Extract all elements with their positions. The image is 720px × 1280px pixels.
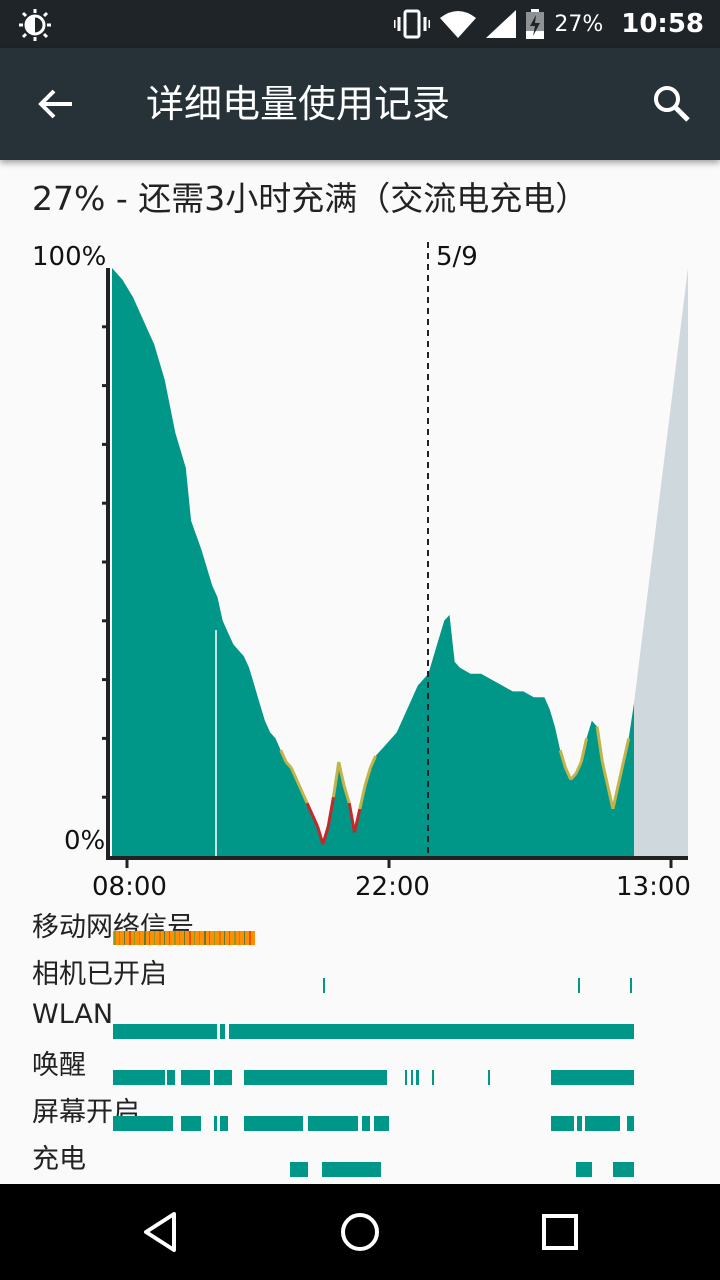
low-battery-segment (305, 802, 314, 816)
low-battery-segment (289, 767, 298, 781)
signal-stripe (249, 931, 251, 945)
low-battery-segment (574, 761, 583, 775)
signal-stripe (169, 931, 170, 945)
signal-stripe (239, 931, 240, 945)
low-battery-segment (558, 749, 567, 769)
search-icon[interactable] (650, 82, 694, 126)
cell-signal-icon (486, 10, 517, 38)
track-label-camera: 相机已开启 (32, 959, 167, 990)
low-battery-segment (363, 767, 372, 786)
recents-nav-icon[interactable] (536, 1208, 584, 1256)
low-battery-segment (621, 738, 631, 763)
signal-stripe (134, 931, 135, 945)
battery-chart: 100% 0% 5/9 08:00 22:00 13:00 (0, 232, 720, 912)
y-min-label: 0% (64, 826, 106, 856)
low-battery-segment (353, 808, 362, 833)
back-arrow-icon[interactable] (34, 82, 78, 126)
signal-stripe (204, 931, 206, 945)
date-marker-label: 5/9 (436, 242, 478, 272)
battery-charging-icon (526, 9, 545, 39)
battery-level-graph (102, 242, 688, 868)
signal-stripe (149, 931, 150, 945)
x-tick-label: 08:00 (92, 872, 167, 902)
signal-stripe (244, 931, 245, 945)
signal-stripe (199, 931, 200, 945)
low-battery-segment (331, 761, 341, 798)
low-battery-segment (611, 785, 620, 810)
battery-percent: 27% (554, 11, 604, 37)
wifi-icon (440, 11, 477, 38)
low-battery-segment (295, 778, 304, 792)
vibrate-icon (394, 9, 431, 39)
status-clock: 10:58 (621, 9, 704, 39)
low-battery-segment (564, 767, 573, 781)
signal-stripe (229, 931, 230, 945)
battery-level-area (112, 268, 634, 856)
home-nav-icon[interactable] (336, 1208, 384, 1256)
signal-stripe (144, 931, 146, 945)
signal-stripe (194, 931, 195, 945)
signal-stripe (164, 931, 165, 945)
signal-stripe (154, 931, 155, 945)
signal-stripe (139, 931, 140, 945)
track-label-awake: 唤醒 (32, 1050, 86, 1081)
awake-track (113, 1070, 634, 1085)
low-battery-segment (300, 790, 309, 804)
low-battery-segment (310, 814, 320, 828)
x-tick-label: 22:00 (355, 872, 430, 902)
screen-on-track (113, 1116, 634, 1131)
low-battery-segment (279, 749, 288, 763)
low-battery-segment (595, 726, 604, 763)
signal-stripe (159, 931, 161, 945)
low-battery-segment (606, 785, 615, 810)
low-battery-segment (347, 802, 357, 833)
signal-stripe (129, 931, 131, 945)
track-label-wlan: WLAN (32, 999, 114, 1030)
back-nav-icon[interactable] (136, 1208, 184, 1256)
low-battery-segment (316, 826, 325, 845)
low-battery-segment (600, 761, 610, 786)
status-bar: 27% 10:58 (0, 0, 720, 48)
signal-stripe (189, 931, 191, 945)
signal-stripe (184, 931, 185, 945)
signal-stripe (234, 931, 236, 945)
navigation-bar (0, 1184, 720, 1280)
signal-stripe (114, 931, 116, 945)
toolbar: 详细电量使用记录 (0, 48, 720, 160)
brightness-icon (19, 9, 51, 41)
low-battery-segment (579, 738, 589, 763)
x-tick-label: 13:00 (616, 872, 691, 902)
signal-stripe (124, 931, 125, 945)
signal-stripe (174, 931, 176, 945)
wlan-track (113, 1024, 634, 1039)
low-battery-segments (279, 726, 631, 845)
signal-stripe (214, 931, 215, 945)
low-battery-segment (284, 760, 293, 769)
y-axis-ticks (102, 325, 108, 799)
y-max-label: 100% (32, 242, 107, 272)
charge-projection-area (634, 268, 688, 856)
track-label-charging: 充电 (32, 1144, 86, 1175)
signal-stripe (219, 931, 221, 945)
cell-signal-track (113, 931, 255, 945)
signal-stripe (119, 931, 120, 945)
signal-stripe (224, 931, 225, 945)
signal-stripe (209, 931, 210, 945)
low-battery-segment (326, 796, 335, 827)
low-battery-segment (569, 772, 578, 781)
charging-track (290, 1162, 634, 1177)
page-title: 详细电量使用记录 (146, 82, 451, 126)
camera-track (323, 978, 632, 993)
low-battery-segment (358, 785, 367, 810)
low-battery-segment (342, 785, 351, 804)
low-battery-segment (368, 755, 378, 769)
activity-tracks (113, 931, 634, 1177)
low-battery-segment (616, 761, 625, 786)
battery-summary: 27% - 还需3小时充满（交流电充电） (32, 179, 589, 218)
low-battery-segment (321, 826, 330, 845)
low-battery-segment (337, 761, 346, 786)
signal-stripe (179, 931, 180, 945)
